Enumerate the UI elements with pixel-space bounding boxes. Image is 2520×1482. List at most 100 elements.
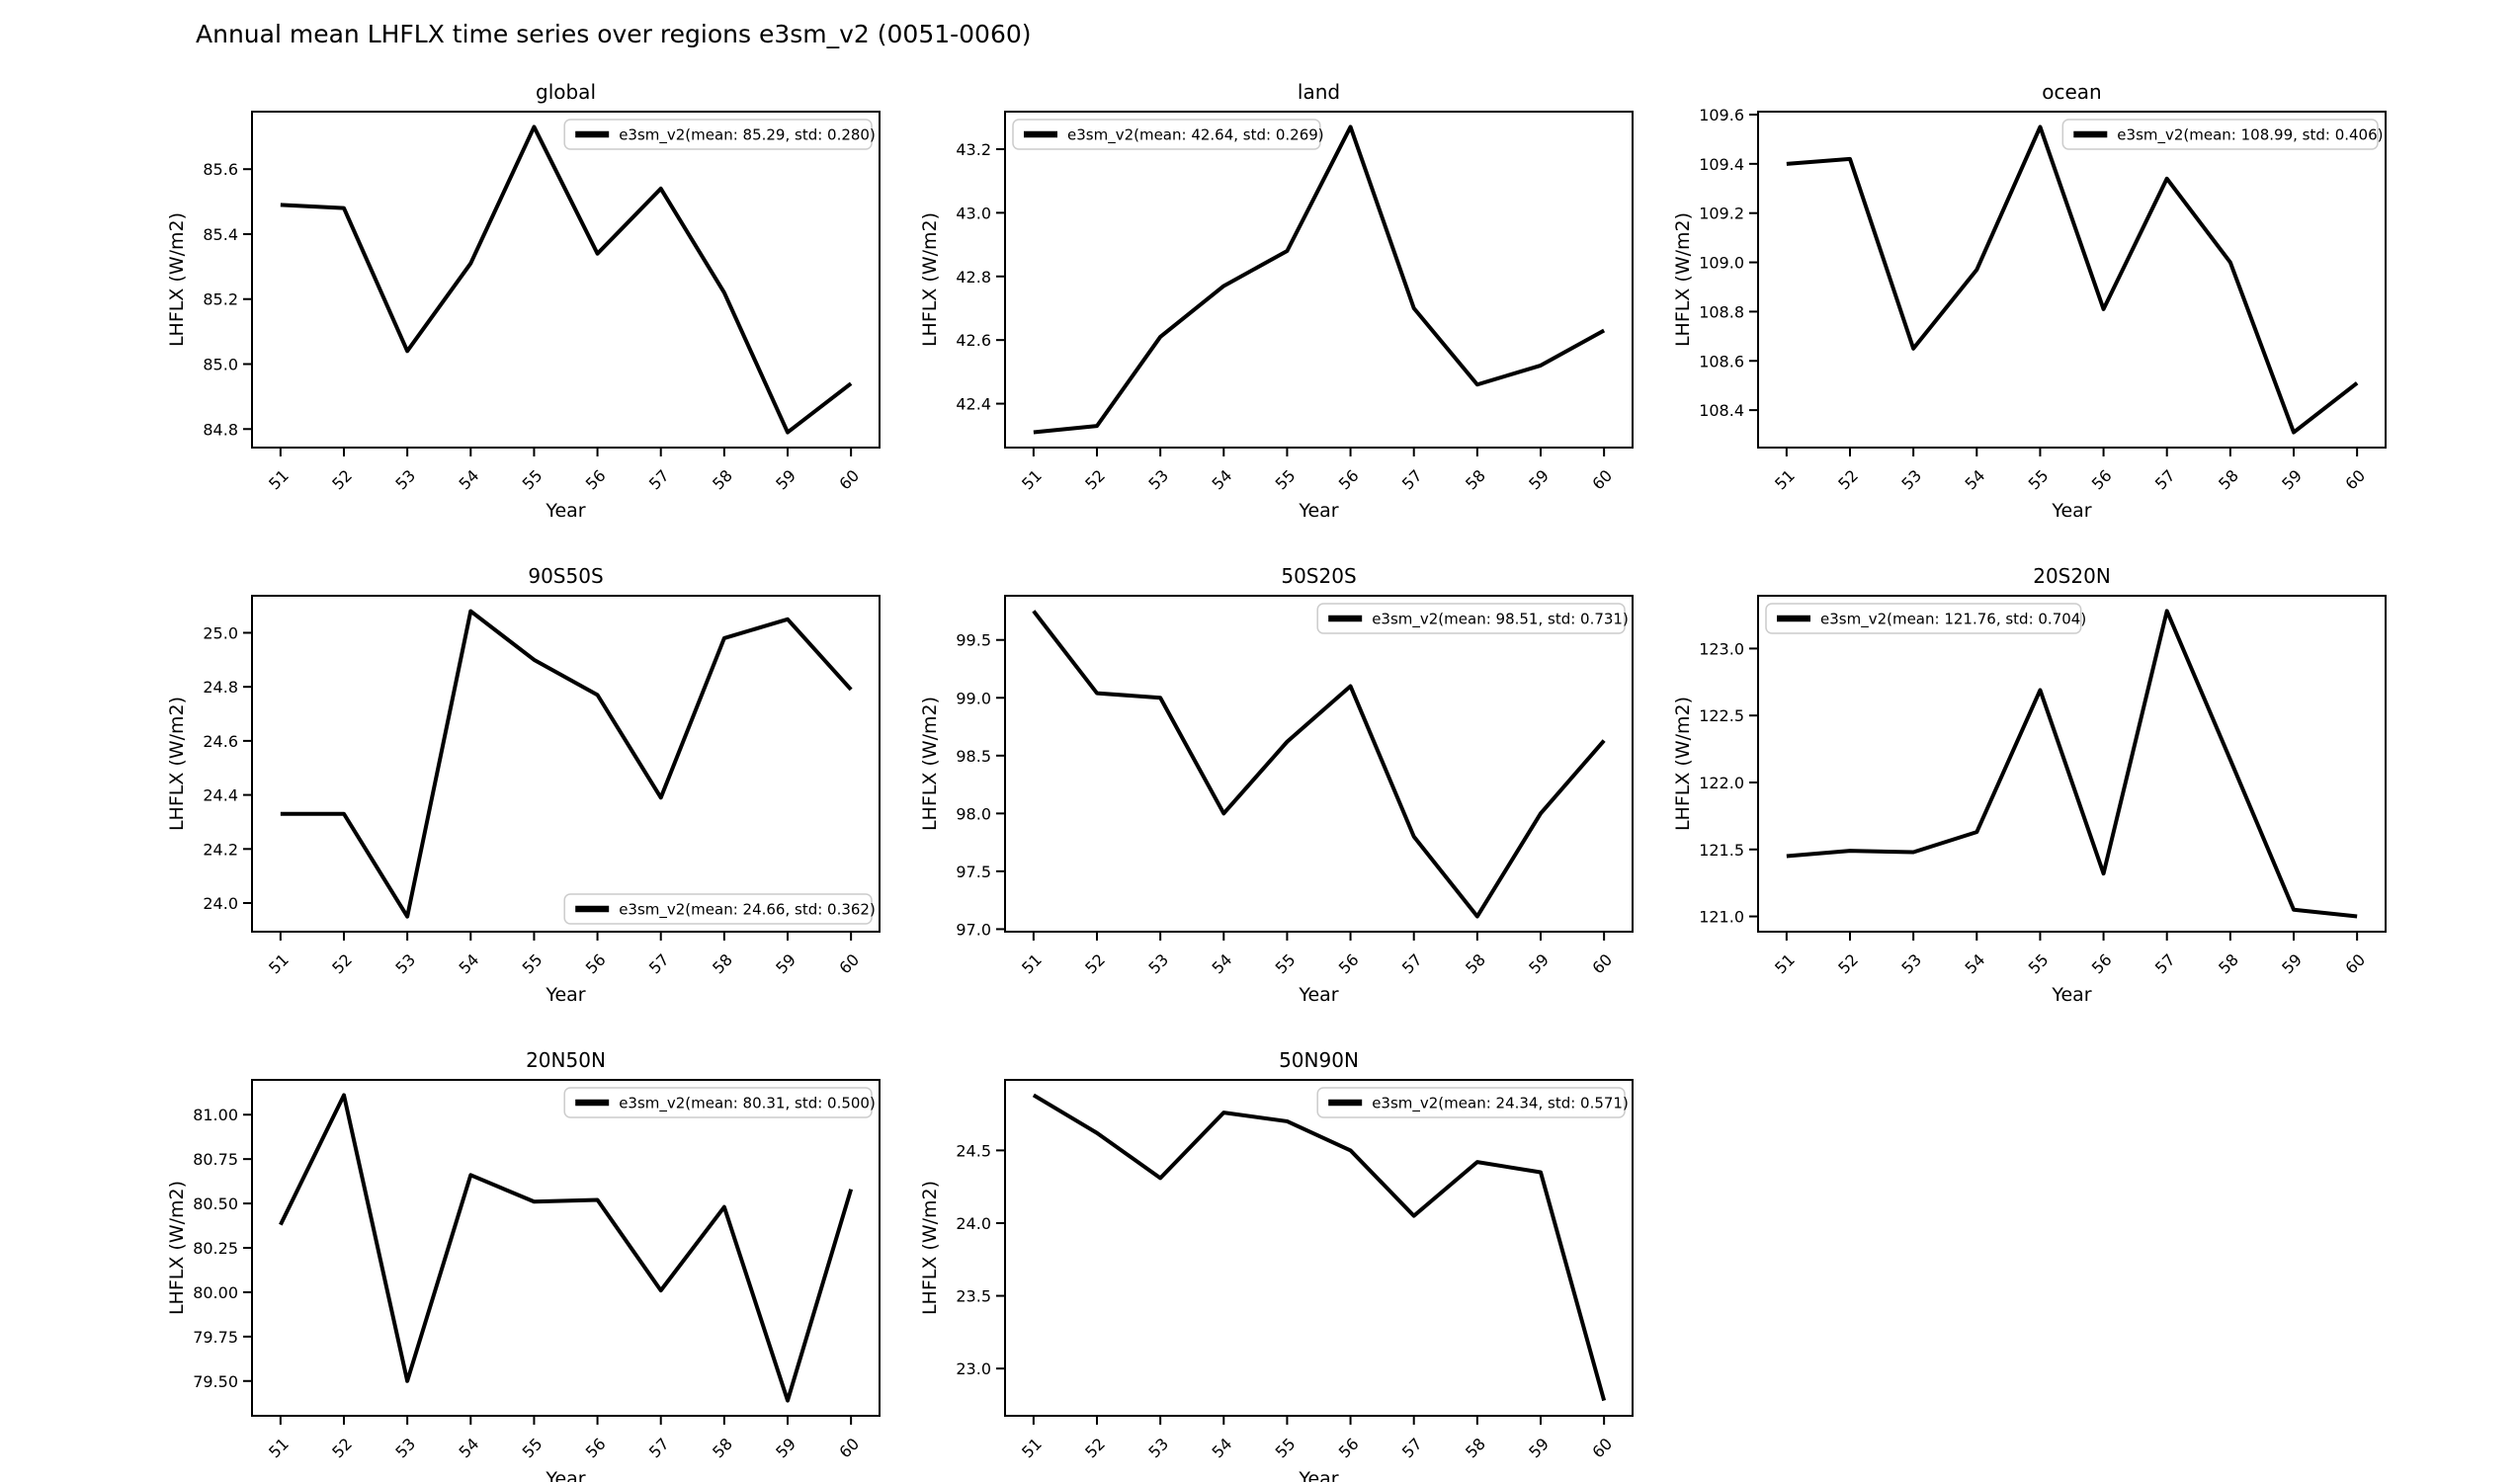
- y-axis-label: LHFLX (W/m2): [166, 697, 188, 831]
- x-tick-label: 60: [835, 1435, 863, 1462]
- x-tick-label: 60: [2341, 950, 2369, 978]
- legend: e3sm_v2(mean: 98.51, std: 0.731): [1316, 603, 1629, 634]
- x-tick-label: 60: [835, 950, 863, 978]
- y-tick-label: 98.0: [956, 804, 991, 823]
- x-tick-label: 53: [391, 466, 419, 494]
- legend: e3sm_v2(mean: 80.31, std: 0.500): [563, 1087, 876, 1118]
- x-tick-label: 57: [645, 1435, 673, 1462]
- subplot-title: 20N50N: [526, 1048, 606, 1072]
- axes-frame: [1757, 111, 2387, 449]
- legend-label: e3sm_v2(mean: 80.31, std: 0.500): [619, 1095, 876, 1113]
- x-tick-label: 55: [519, 466, 546, 494]
- x-axis-label: Year: [1298, 1468, 1338, 1482]
- x-tick-label: 58: [709, 466, 736, 494]
- x-tick-label: 53: [1897, 950, 1925, 978]
- legend-label: e3sm_v2(mean: 121.76, std: 0.704): [1820, 611, 2086, 629]
- x-tick-label: 54: [1962, 950, 1989, 978]
- data-line-e3sm_v2: [1786, 609, 2358, 919]
- subplot-20N50N: 20N50N 79.50 79.75 80.00 80.25 80.50 80.75 81.0…: [166, 1048, 881, 1482]
- y-tick-label: 23.5: [956, 1287, 991, 1306]
- y-axis-label: LHFLX (W/m2): [1672, 697, 1694, 831]
- y-tick-label: 24.0: [956, 1214, 991, 1233]
- x-tick-label: 58: [1462, 950, 1489, 978]
- legend-label: e3sm_v2(mean: 24.66, std: 0.362): [619, 901, 876, 920]
- y-tick-label: 42.4: [956, 395, 991, 414]
- y-tick-label: 98.5: [956, 747, 991, 766]
- legend-box: [1316, 1087, 1626, 1118]
- legend-label: e3sm_v2(mean: 85.29, std: 0.280): [619, 126, 876, 145]
- y-tick-label: 23.0: [956, 1359, 991, 1378]
- y-tick-label: 24.4: [203, 786, 238, 805]
- legend-label: e3sm_v2(mean: 42.64, std: 0.269): [1067, 126, 1324, 145]
- y-axis-label: LHFLX (W/m2): [166, 212, 188, 347]
- x-axis-label: Year: [545, 500, 585, 522]
- x-tick-label: 56: [2088, 466, 2116, 494]
- x-axis-label: Year: [2051, 984, 2091, 1006]
- x-tick-label: 59: [772, 466, 799, 494]
- y-tick-label: 85.6: [203, 160, 238, 179]
- x-tick-label: 57: [2151, 950, 2179, 978]
- legend: e3sm_v2(mean: 85.29, std: 0.280): [563, 119, 876, 150]
- x-tick-label: 58: [709, 950, 736, 978]
- x-tick-label: 58: [2215, 466, 2242, 494]
- x-tick-label: 55: [1272, 466, 1300, 494]
- x-tick-label: 57: [645, 466, 673, 494]
- x-tick-label: 59: [1525, 950, 1553, 978]
- x-tick-label: 57: [1398, 950, 1426, 978]
- axes-frame: [1004, 111, 1634, 449]
- subplot-90S50S: 90S50S 24.0 24.2 24.4 24.6 24.8 25.0 51 52 53 54 55…: [166, 564, 881, 1006]
- x-tick-label: 60: [1588, 466, 1616, 494]
- legend-label: e3sm_v2(mean: 24.34, std: 0.571): [1372, 1095, 1629, 1113]
- x-tick-label: 60: [835, 466, 863, 494]
- y-tick-label: 109.4: [1699, 155, 1744, 174]
- axes-frame: [251, 595, 881, 933]
- y-tick-label: 80.25: [193, 1239, 238, 1258]
- x-tick-label: 60: [1588, 950, 1616, 978]
- y-tick-label: 108.4: [1699, 401, 1744, 420]
- legend-box: [563, 893, 873, 925]
- data-line-e3sm_v2: [280, 609, 853, 919]
- axes-frame: [1004, 1079, 1634, 1417]
- x-tick-label: 55: [2025, 950, 2053, 978]
- x-tick-label: 55: [1272, 950, 1300, 978]
- subplots-group: global 84.8 85.0 85.2 85.4 85.6 51 52 53 54 55 56 57…: [166, 80, 2387, 1482]
- subplot-title: 90S50S: [528, 564, 603, 588]
- x-tick-label: 56: [582, 950, 610, 978]
- x-tick-label: 51: [265, 950, 293, 978]
- legend-box: [563, 1087, 873, 1118]
- axes-frame: [251, 111, 881, 449]
- legend: e3sm_v2(mean: 42.64, std: 0.269): [1012, 119, 1324, 150]
- subplot-title: global: [536, 80, 596, 104]
- legend-box: [1012, 119, 1321, 150]
- y-tick-label: 109.6: [1699, 106, 1744, 124]
- y-tick-label: 80.00: [193, 1283, 238, 1302]
- x-tick-label: 52: [328, 1435, 356, 1462]
- x-axis-label: Year: [545, 1468, 585, 1482]
- y-tick-label: 25.0: [203, 623, 238, 642]
- y-tick-label: 121.0: [1699, 908, 1744, 927]
- axes-frame: [251, 1079, 881, 1417]
- subplot-20S20N: 20S20N 121.0 121.5 122.0 122.5 123.0 51 52 53 54 5…: [1672, 564, 2387, 1006]
- x-tick-label: 60: [2341, 466, 2369, 494]
- subplot-land: land 42.4 42.6 42.8 43.0 43.2 51 52 53 54 55 56 57 58…: [919, 80, 1634, 522]
- legend-label: e3sm_v2(mean: 108.99, std: 0.406): [2117, 126, 2383, 145]
- legend-box: [563, 119, 873, 150]
- y-tick-label: 24.5: [956, 1141, 991, 1160]
- subplot-title: 50N90N: [1279, 1048, 1359, 1072]
- x-tick-label: 60: [1588, 1435, 1616, 1462]
- x-tick-label: 53: [1144, 466, 1172, 494]
- y-tick-label: 109.2: [1699, 205, 1744, 223]
- y-tick-label: 97.0: [956, 920, 991, 939]
- x-tick-label: 54: [1962, 466, 1989, 494]
- x-tick-label: 56: [2088, 950, 2116, 978]
- x-tick-label: 57: [1398, 466, 1426, 494]
- x-tick-label: 55: [2025, 466, 2053, 494]
- y-tick-label: 109.0: [1699, 254, 1744, 273]
- y-tick-label: 121.5: [1699, 841, 1744, 860]
- x-tick-label: 54: [1209, 466, 1236, 494]
- legend-box: [1765, 603, 2082, 634]
- y-tick-label: 85.4: [203, 225, 238, 244]
- x-tick-label: 53: [391, 950, 419, 978]
